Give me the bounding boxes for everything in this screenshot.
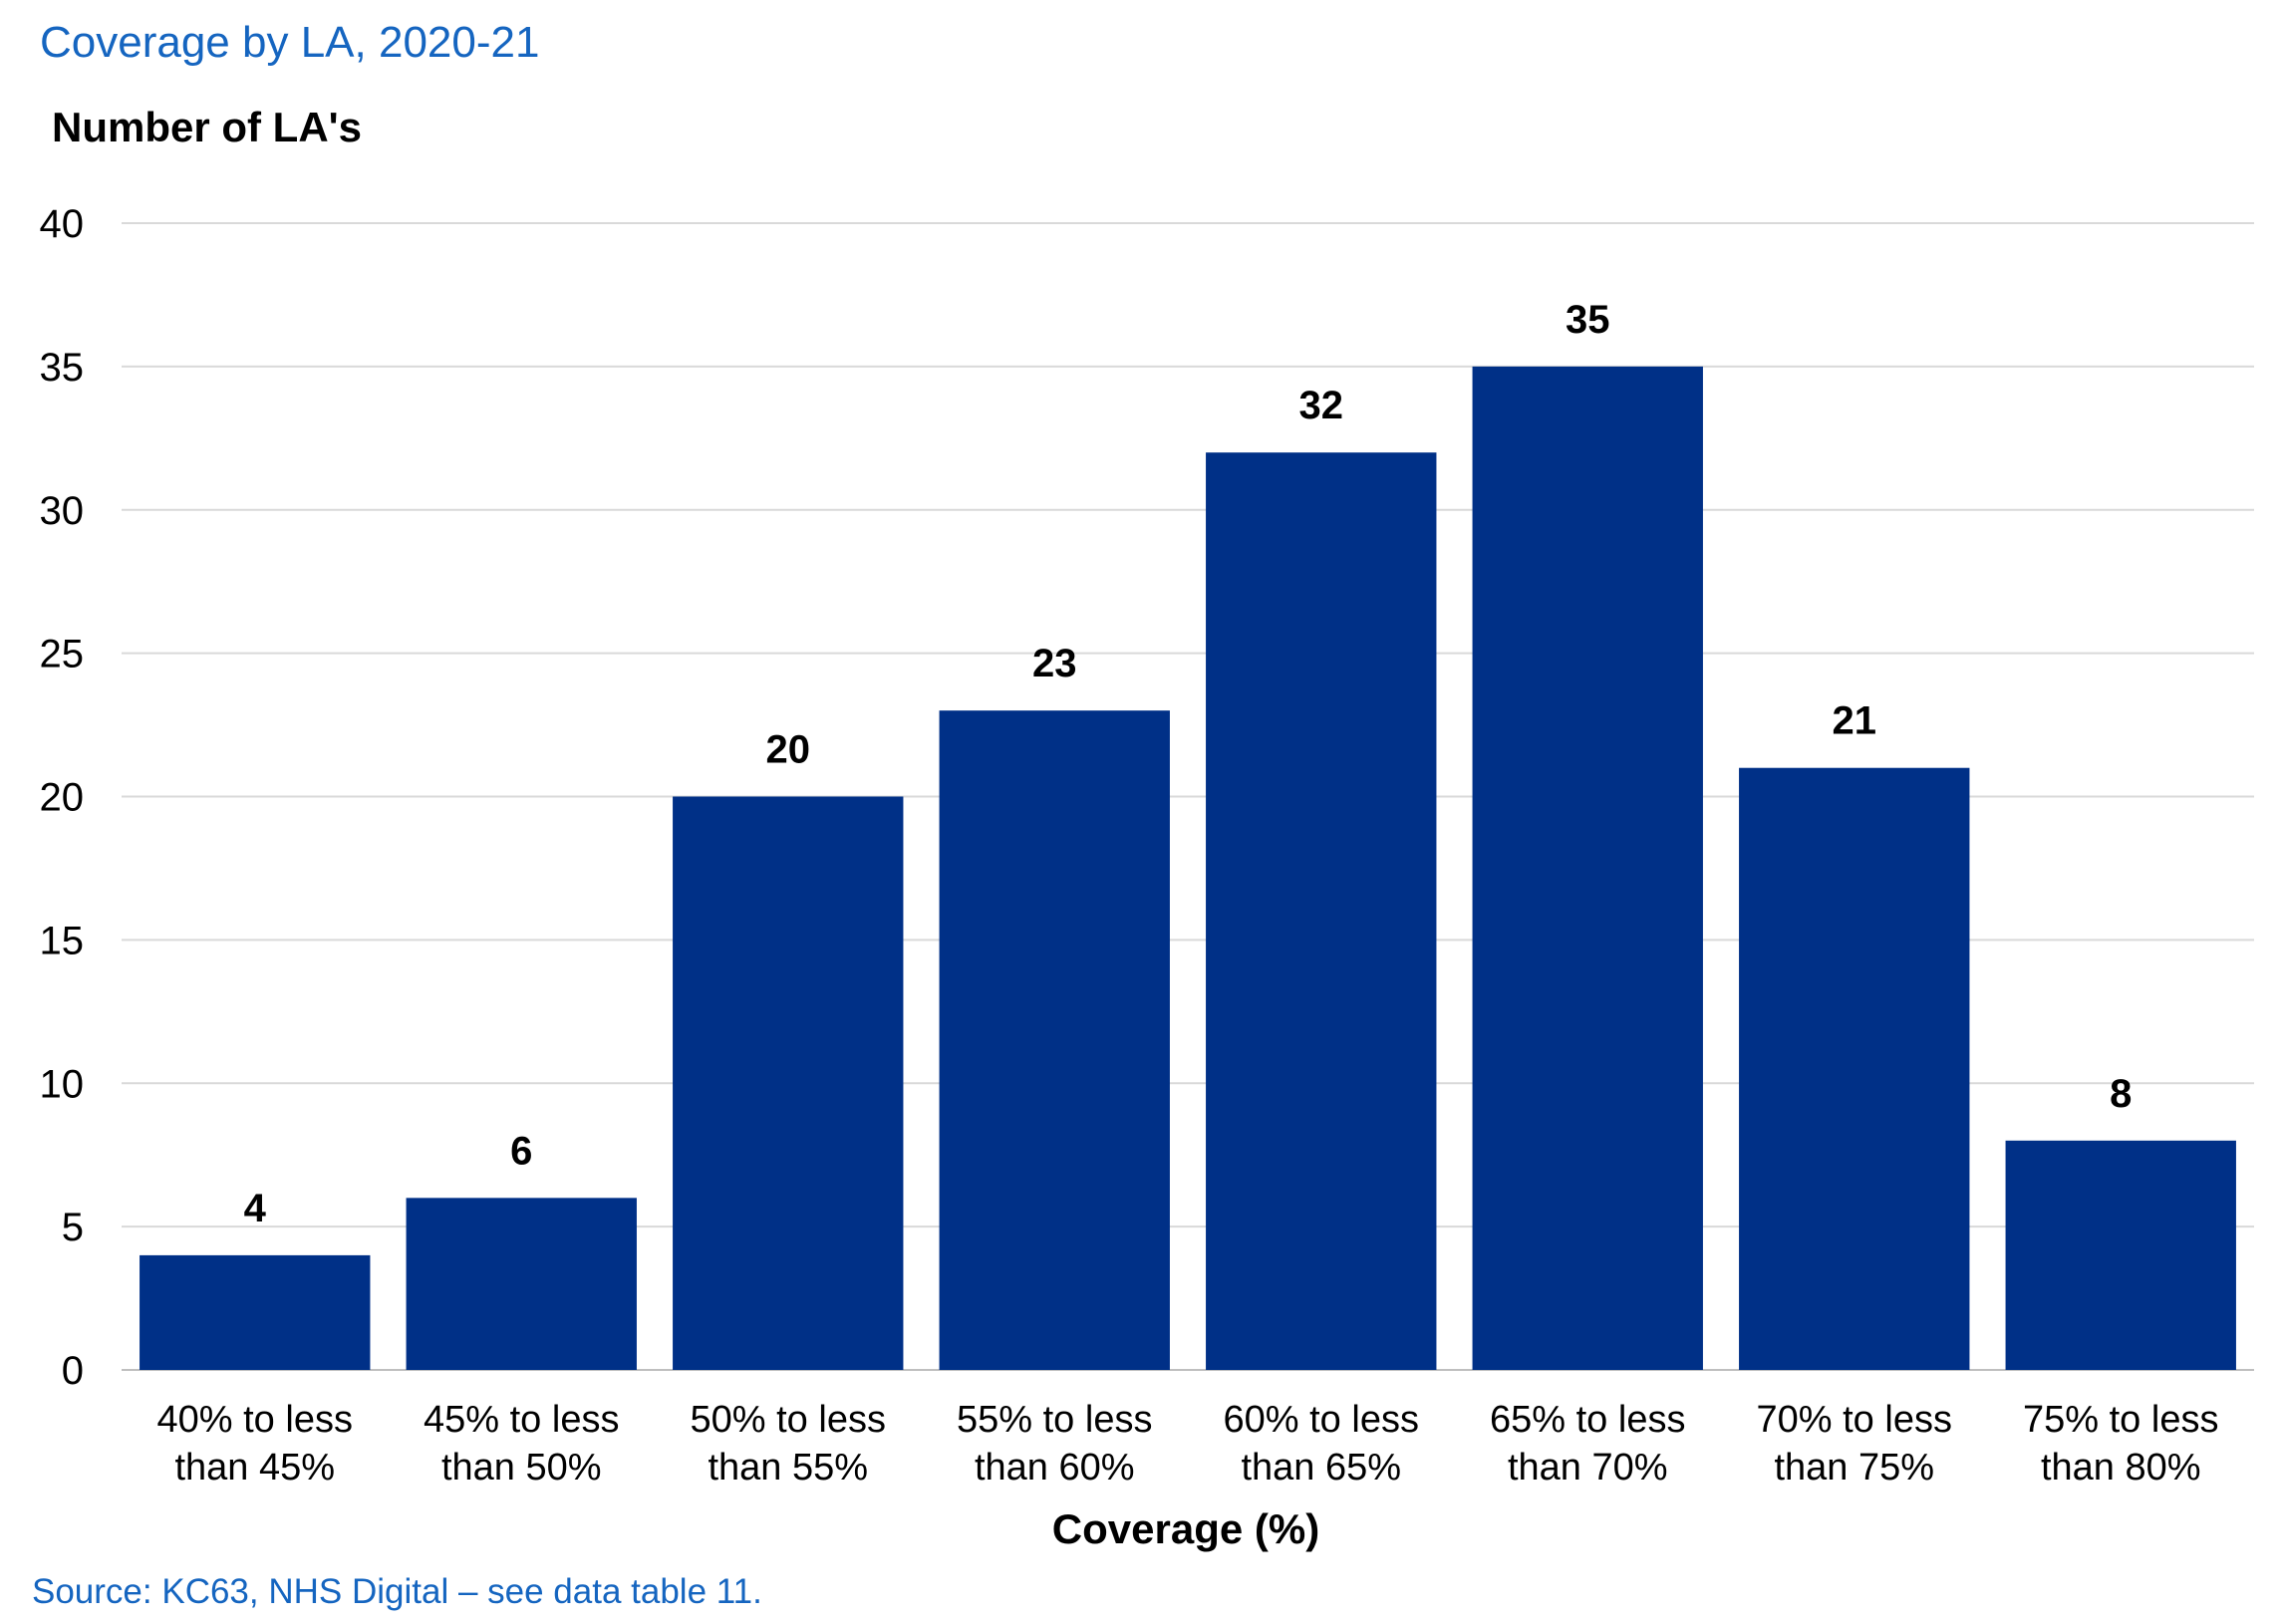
data-label: 32 xyxy=(1299,384,1344,427)
x-category-label: 40% to less xyxy=(157,1399,353,1441)
x-axis-categories: 40% to less than 45% 45% to less than 50% 50… xyxy=(157,1399,2219,1489)
x-category-label: 65% to less xyxy=(1490,1399,1685,1441)
bars xyxy=(140,366,2236,1370)
y-tick-label: 5 xyxy=(62,1206,84,1249)
bar xyxy=(140,1254,371,1370)
x-category-label: than 80% xyxy=(2041,1447,2201,1489)
y-tick-label: 35 xyxy=(40,346,85,390)
bar xyxy=(406,1198,637,1370)
y-tick-label: 10 xyxy=(40,1062,85,1106)
bar xyxy=(1206,452,1437,1370)
x-category-label: 45% to less xyxy=(424,1399,619,1441)
y-tick-label: 25 xyxy=(40,633,85,677)
x-category-label: 55% to less xyxy=(957,1399,1152,1441)
data-label: 35 xyxy=(1566,298,1610,342)
x-category-label: 75% to less xyxy=(2023,1399,2218,1441)
y-tick-label: 20 xyxy=(40,776,85,820)
data-labels: 4 6 20 23 32 35 21 8 xyxy=(244,298,2133,1230)
x-category-label: than 75% xyxy=(1774,1447,1934,1489)
bar xyxy=(939,710,1170,1370)
x-category-label: than 50% xyxy=(441,1447,602,1489)
data-label: 23 xyxy=(1032,642,1077,685)
x-category-label: than 70% xyxy=(1508,1447,1668,1489)
y-tick-label: 40 xyxy=(40,202,85,246)
x-category-label: than 55% xyxy=(708,1447,868,1489)
chart-title: Coverage by LA, 2020-21 xyxy=(40,18,540,67)
data-label: 20 xyxy=(766,728,811,772)
x-category-label: than 45% xyxy=(174,1447,335,1489)
bar xyxy=(1472,366,1703,1370)
x-category-label: 50% to less xyxy=(691,1399,886,1441)
y-axis-title: Number of LA's xyxy=(52,104,362,150)
bar xyxy=(673,796,904,1370)
bar xyxy=(1739,767,1970,1370)
source-note: Source: KC63, NHS Digital – see data tab… xyxy=(32,1572,762,1611)
data-label: 21 xyxy=(1833,699,1877,743)
x-category-label: 60% to less xyxy=(1224,1399,1419,1441)
y-tick-label: 0 xyxy=(62,1349,84,1393)
data-label: 8 xyxy=(2110,1072,2132,1116)
y-tick-label: 15 xyxy=(40,919,85,962)
x-category-label: 70% to less xyxy=(1757,1399,1952,1441)
x-category-label: than 60% xyxy=(975,1447,1135,1489)
bar xyxy=(2005,1140,2236,1370)
data-label: 6 xyxy=(510,1129,532,1173)
x-category-label: than 65% xyxy=(1241,1447,1401,1489)
y-tick-label: 30 xyxy=(40,489,85,533)
y-axis-ticks: 0 5 10 15 20 25 30 35 40 xyxy=(40,202,85,1393)
x-axis-title: Coverage (%) xyxy=(1052,1505,1319,1552)
data-label: 4 xyxy=(244,1187,267,1230)
